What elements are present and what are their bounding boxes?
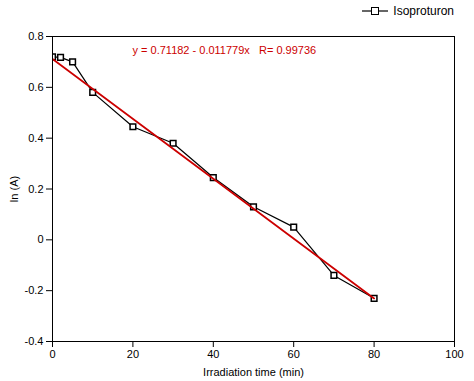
svg-text:Irradiation time (min): Irradiation time (min) (203, 366, 304, 378)
svg-text:0: 0 (49, 348, 55, 360)
svg-text:ln (A): ln (A) (8, 176, 20, 202)
svg-text:0.8: 0.8 (28, 30, 43, 42)
svg-text:0: 0 (37, 233, 43, 245)
svg-text:0.6: 0.6 (28, 81, 43, 93)
svg-text:0.4: 0.4 (28, 132, 43, 144)
svg-text:y = 0.71182 - 0.011779x R= 0: y = 0.71182 - 0.011779x R= 0.99736 (133, 44, 317, 56)
svg-text:20: 20 (127, 348, 139, 360)
svg-text:0.2: 0.2 (28, 183, 43, 195)
svg-text:100: 100 (445, 348, 463, 360)
svg-text:40: 40 (207, 348, 219, 360)
svg-text:-0.4: -0.4 (25, 335, 44, 347)
svg-text:-0.2: -0.2 (25, 284, 44, 296)
svg-text:80: 80 (368, 348, 380, 360)
svg-text:60: 60 (288, 348, 300, 360)
html-text:Isoproturon: Isoproturon (393, 4, 454, 18)
